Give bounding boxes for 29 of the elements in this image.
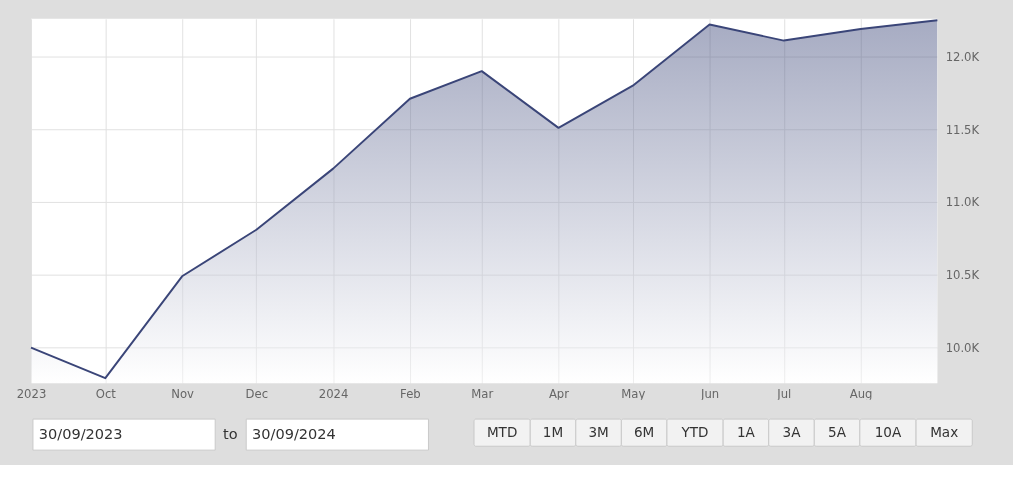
x-tick-label: May: [621, 387, 646, 402]
x-tick-label: 2024: [318, 387, 349, 402]
text: 5A: [828, 423, 847, 440]
text: YTD: [680, 423, 709, 440]
x-tick-label: Dec: [245, 387, 269, 402]
text: 3M: [588, 423, 609, 440]
x-tick-label: Jul: [776, 387, 792, 402]
x-tick-label: Oct: [95, 387, 117, 402]
y-tick-label: 10.0K: [945, 340, 980, 355]
x-tick-label: 2023: [16, 387, 47, 402]
x-tick-label: Nov: [171, 387, 195, 402]
y-tick-label: 11.5K: [945, 122, 980, 137]
text: 1M: [542, 423, 564, 440]
text: Max: [930, 423, 959, 440]
text: 6M: [633, 423, 655, 440]
text: 3A: [782, 423, 802, 440]
x-tick-label: Mar: [471, 387, 494, 402]
text: to: [222, 426, 238, 443]
y-tick-label: 11.0K: [945, 195, 980, 210]
text: MTD: [486, 423, 518, 440]
text: 30/09/2023: [38, 426, 123, 443]
text: 30/09/2024: [252, 426, 336, 443]
text: 10A: [874, 423, 902, 440]
y-tick-label: 10.5K: [945, 268, 980, 283]
text: 1A: [736, 423, 756, 440]
x-tick-label: Apr: [548, 387, 570, 402]
x-tick-label: Feb: [400, 387, 421, 402]
x-tick-label: Jun: [699, 387, 720, 402]
y-tick-label: 12.0K: [945, 49, 980, 64]
